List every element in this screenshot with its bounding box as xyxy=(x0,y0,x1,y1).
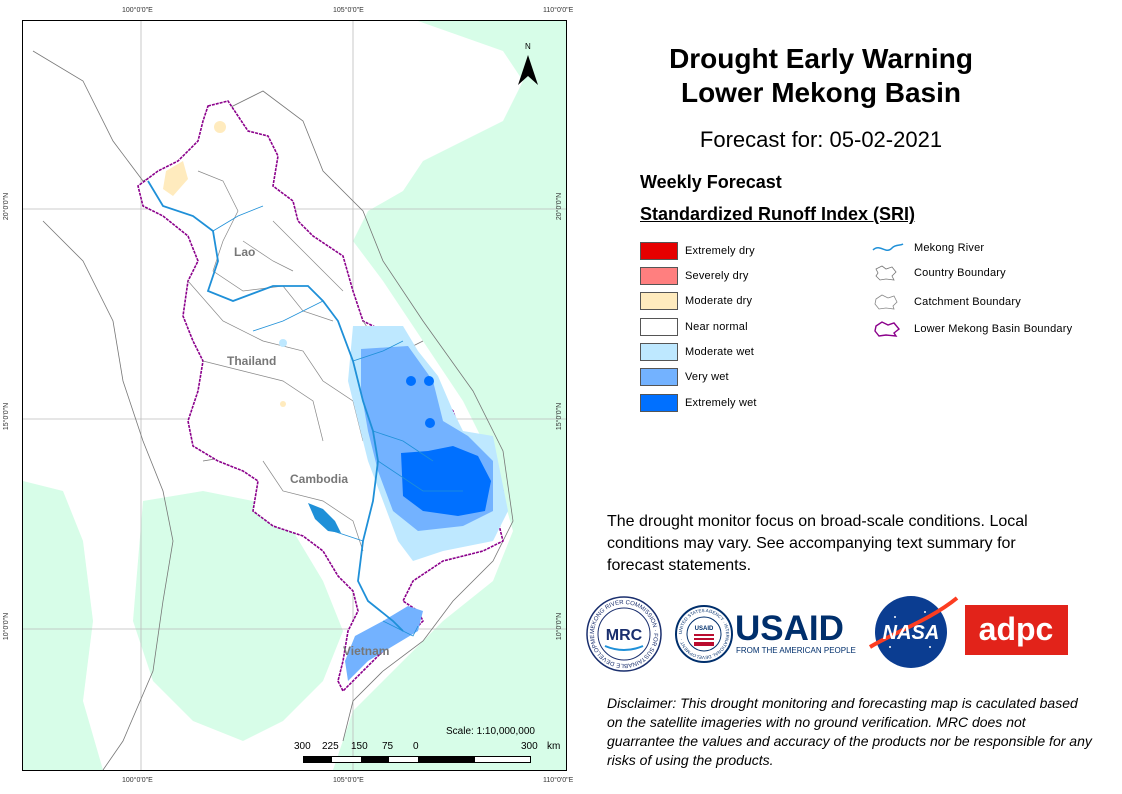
legend-line-item: Lower Mekong Basin Boundary xyxy=(872,319,1072,339)
adpc-text: adpc xyxy=(979,611,1054,647)
north-arrow: N xyxy=(518,42,538,85)
label-thailand: Thailand xyxy=(227,354,276,368)
sri-anomalies xyxy=(163,121,508,681)
usaid-logo: USAID FROM THE AMERICAN PEOPLE xyxy=(735,609,856,655)
extremely-wet-area xyxy=(401,446,491,516)
logo-strip: MEKONG RIVER COMMISSION · FOR SUSTAINABL… xyxy=(583,588,1085,676)
north-label: N xyxy=(525,42,531,51)
disclaimer-text: Disclaimer: This drought monitoring and … xyxy=(607,695,1092,768)
map-frame[interactable]: Lao Thailand Cambodia Vietnam N xyxy=(22,20,567,771)
legend-line-label: Catchment Boundary xyxy=(914,296,1021,308)
mrc-text: MRC xyxy=(606,627,643,644)
scale-bar xyxy=(303,756,531,763)
usaid-seal-logo: UNITED STATES AGENCY · INTERNATIONAL DEV… xyxy=(675,605,733,663)
tonle-sap xyxy=(308,503,341,533)
legend-item: Severely dry xyxy=(640,266,749,286)
legend-swatch xyxy=(640,267,678,285)
sea-gulf-of-thailand xyxy=(133,491,343,741)
legend-line-item: Mekong River xyxy=(872,238,984,258)
title-line-2: Lower Mekong Basin xyxy=(680,77,962,108)
legend-line-label: Country Boundary xyxy=(914,267,1006,279)
coord-left-15: 15°0'0"N xyxy=(3,402,11,431)
mekong-river xyxy=(147,180,404,632)
coord-right-15: 15°0'0"N xyxy=(556,402,564,431)
coord-top-105: 105°0'0"E xyxy=(333,7,364,14)
nasa-logo: NASA xyxy=(868,596,959,668)
coord-bottom-100: 100°0'0"E xyxy=(122,777,153,784)
mrc-logo: MEKONG RIVER COMMISSION · FOR SUSTAINABL… xyxy=(583,588,662,672)
catchment-boundary-icon xyxy=(874,294,898,310)
map-canvas[interactable]: Lao Thailand Cambodia Vietnam N xyxy=(23,21,566,770)
legend-swatch xyxy=(640,368,678,386)
delta-wet-area xyxy=(345,606,423,681)
scale-num: 225 xyxy=(322,741,339,752)
scale-num: km xyxy=(547,741,561,752)
legend-label: Severely dry xyxy=(685,270,749,282)
page-title: Drought Early Warning Lower Mekong Basin xyxy=(590,42,1052,110)
usaid-subtitle: FROM THE AMERICAN PEOPLE xyxy=(736,646,856,655)
coord-right-20: 20°0'0"N xyxy=(556,192,564,221)
legend-line-label: Mekong River xyxy=(914,242,985,254)
legend-label: Moderate dry xyxy=(685,295,753,307)
coord-left-10: 10°0'0"N xyxy=(3,612,11,641)
title-line-1: Drought Early Warning xyxy=(669,43,973,74)
sea-south-china-sea xyxy=(333,21,566,770)
logos-svg: MEKONG RIVER COMMISSION · FOR SUSTAINABL… xyxy=(583,588,1068,672)
scale-num: 300 xyxy=(294,741,311,752)
weekly-heading: Weekly Forecast xyxy=(640,172,782,192)
adpc-logo: adpc xyxy=(965,605,1068,655)
notice-text: The drought monitor focus on broad-scale… xyxy=(607,513,1028,574)
legend-label: Extremely wet xyxy=(685,397,757,409)
coord-right-10: 10°0'0"N xyxy=(556,612,564,641)
label-lao: Lao xyxy=(234,245,255,259)
legend-line-item: Country Boundary xyxy=(872,263,1006,283)
sea-andaman xyxy=(23,481,103,770)
usaid-text: USAID xyxy=(735,609,844,648)
legend-label: Moderate wet xyxy=(685,346,755,358)
legend-swatch xyxy=(640,343,678,361)
moderate-dry-area xyxy=(163,161,188,196)
tributaries xyxy=(212,205,463,637)
scale-num: 75 xyxy=(382,741,394,752)
index-heading: Standardized Runoff Index (SRI) xyxy=(640,204,916,224)
scale-num: 300 xyxy=(521,741,538,752)
forecast-date: Forecast for: 05-02-2021 xyxy=(699,127,943,152)
legend-label: Extremely dry xyxy=(685,245,755,257)
label-cambodia: Cambodia xyxy=(290,472,348,486)
legend-label: Near normal xyxy=(685,321,748,333)
scale-text: Scale: 1:10,000,000 xyxy=(446,726,535,737)
coord-left-20: 20°0'0"N xyxy=(3,192,11,221)
legend-item: Moderate dry xyxy=(640,291,752,311)
legend-label: Very wet xyxy=(685,371,729,383)
legend-item: Moderate wet xyxy=(640,342,754,362)
coord-bottom-110: 110°0'0"E xyxy=(543,777,574,784)
legend-line-label: Lower Mekong Basin Boundary xyxy=(914,323,1073,335)
coord-top-100: 100°0'0"E xyxy=(122,7,153,14)
scale-numbers: 300 225 150 75 0 300 km xyxy=(290,741,570,753)
coord-bottom-105: 105°0'0"E xyxy=(333,777,364,784)
legend-line-item: Catchment Boundary xyxy=(872,292,1021,312)
legend-item: Very wet xyxy=(640,367,729,387)
label-vietnam: Vietnam xyxy=(343,644,389,658)
country-boundary-icon xyxy=(875,265,897,281)
nasa-text: NASA xyxy=(883,622,940,644)
coord-top-110: 110°0'0"E xyxy=(543,7,574,14)
legend-swatch xyxy=(640,394,678,412)
legend-swatch xyxy=(640,292,678,310)
lower-mekong-boundary-icon xyxy=(874,321,900,337)
usaid-seal-text: USAID xyxy=(695,626,714,632)
legend-swatch xyxy=(640,242,678,260)
legend-item: Extremely dry xyxy=(640,241,755,261)
scale-num: 0 xyxy=(413,741,419,752)
legend-swatch xyxy=(640,318,678,336)
scale-num: 150 xyxy=(351,741,368,752)
legend-item: Extremely wet xyxy=(640,393,757,413)
legend-item: Near normal xyxy=(640,317,748,337)
mekong-river-icon xyxy=(872,243,904,252)
